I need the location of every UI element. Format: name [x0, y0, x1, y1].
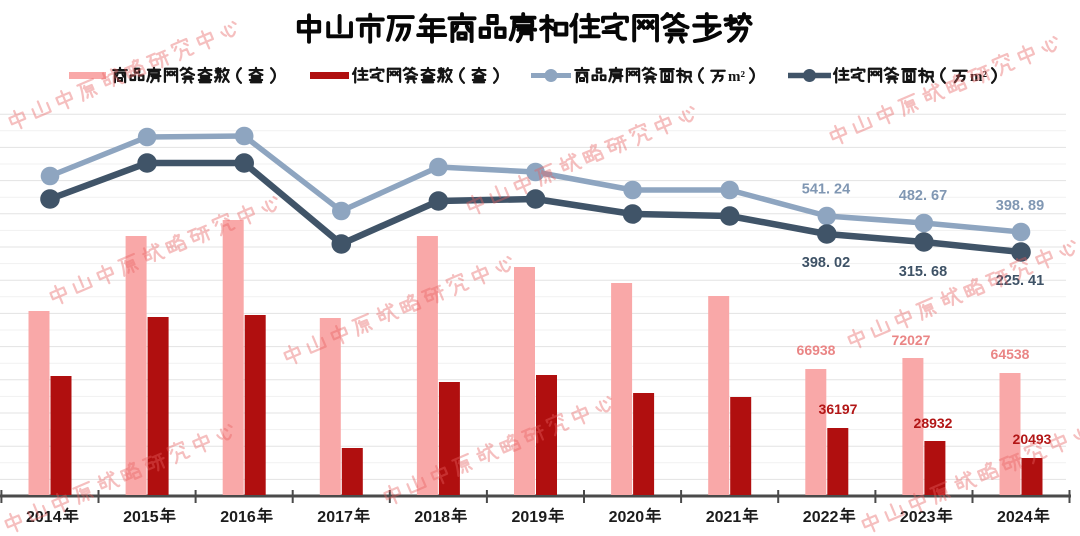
svg-text:2016: 2016 [220, 509, 256, 526]
svg-text:m²: m² [728, 69, 745, 85]
svg-text:398. 89: 398. 89 [996, 198, 1044, 214]
svg-text:2021: 2021 [706, 509, 742, 526]
svg-text:36197: 36197 [819, 401, 858, 417]
svg-text:2024: 2024 [997, 509, 1033, 526]
svg-text:2022: 2022 [803, 509, 839, 526]
svg-text:2019: 2019 [512, 509, 548, 526]
svg-text:64538: 64538 [991, 346, 1030, 362]
svg-text:541. 24: 541. 24 [802, 182, 850, 198]
svg-text:28932: 28932 [914, 415, 953, 431]
svg-text:2020: 2020 [609, 509, 645, 526]
svg-text:72027: 72027 [892, 332, 931, 348]
svg-text:2014: 2014 [26, 509, 62, 526]
svg-text:482. 67: 482. 67 [899, 188, 947, 204]
svg-text:398. 02: 398. 02 [802, 255, 850, 271]
svg-text:225. 41: 225. 41 [996, 273, 1044, 289]
svg-text:315. 68: 315. 68 [899, 264, 947, 280]
svg-text:66938: 66938 [797, 342, 836, 358]
svg-text:2023: 2023 [900, 509, 936, 526]
svg-text:2017: 2017 [317, 509, 353, 526]
svg-text:20493: 20493 [1013, 431, 1052, 447]
svg-text:2015: 2015 [123, 509, 159, 526]
svg-text:2018: 2018 [414, 509, 450, 526]
